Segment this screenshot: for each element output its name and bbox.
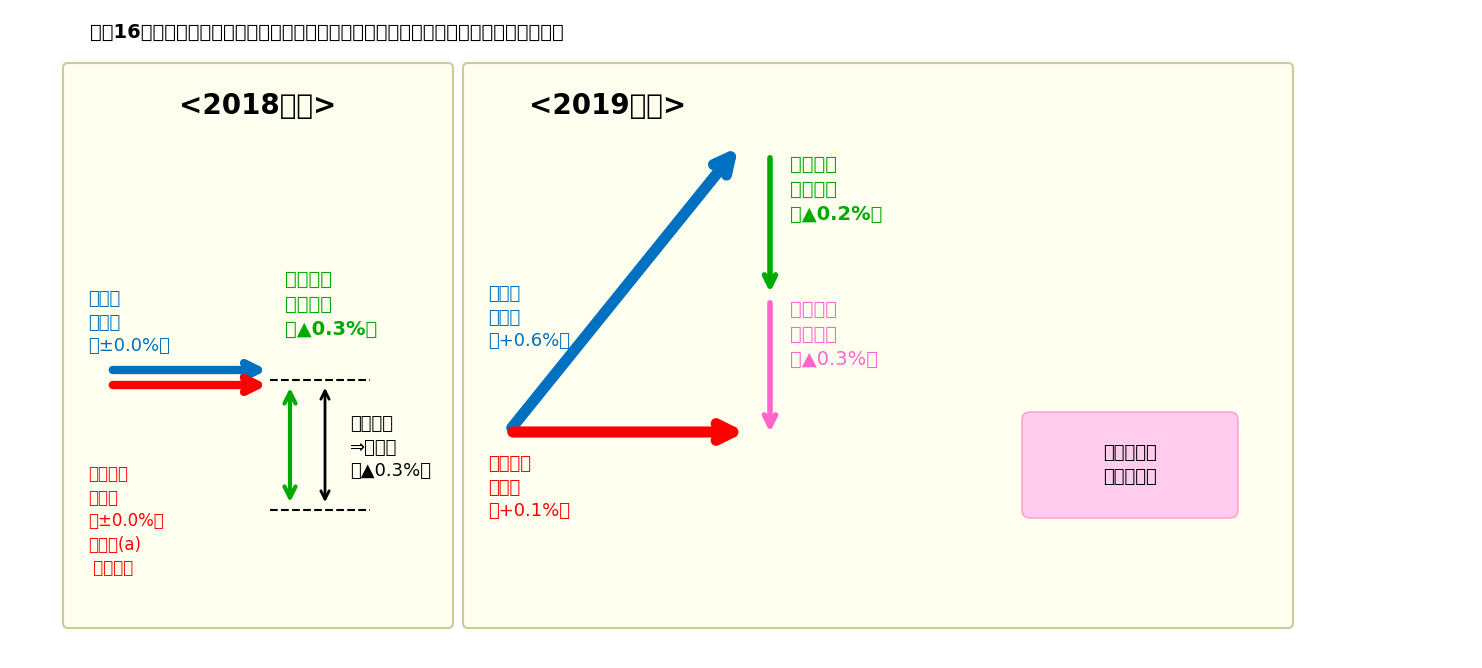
Text: <2018年度>: <2018年度> <box>179 92 336 120</box>
FancyBboxPatch shape <box>462 63 1292 628</box>
Text: <2019年度>: <2019年度> <box>529 92 686 120</box>
Text: 未調整分
⇒繰越し
（▲0.3%）: 未調整分 ⇒繰越し （▲0.3%） <box>350 415 431 480</box>
Text: 図表16　年金財政健全化のための調整（いわゆるマクロ経済スライド）の適用イメージ: 図表16 年金財政健全化のための調整（いわゆるマクロ経済スライド）の適用イメージ <box>90 23 563 41</box>
FancyBboxPatch shape <box>1023 412 1237 518</box>
Text: 当年度分
の調整率
（▲0.2%）: 当年度分 の調整率 （▲0.2%） <box>790 155 882 224</box>
FancyBboxPatch shape <box>64 63 453 628</box>
Text: 本則の
改定率
（+0.6%）: 本則の 改定率 （+0.6%） <box>488 285 571 350</box>
Text: 繰越した
未調整分
（▲0.3%）: 繰越した 未調整分 （▲0.3%） <box>790 300 877 369</box>
Text: 調整後の
改定率
（+0.1%）: 調整後の 改定率 （+0.1%） <box>488 455 571 520</box>
Text: 本則の
改定率
（±0.0%）: 本則の 改定率 （±0.0%） <box>87 290 170 355</box>
Text: 当年度分
の調整率
（▲0.3%）: 当年度分 の調整率 （▲0.3%） <box>285 270 378 339</box>
Text: 調整後の
改定率
（±0.0%）
（特例(a)
 適用後）: 調整後の 改定率 （±0.0%） （特例(a) 適用後） <box>87 465 163 577</box>
Text: 繰越し分の
精算は完了: 繰越し分の 精算は完了 <box>1103 444 1157 486</box>
